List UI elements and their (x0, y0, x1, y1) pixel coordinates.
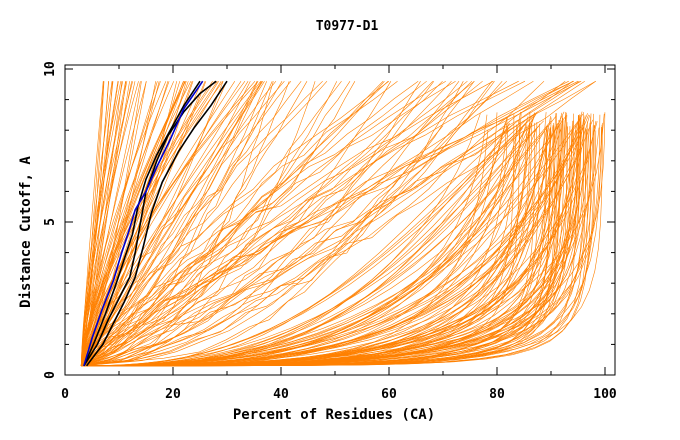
model-series-line (80, 81, 114, 366)
x-tick-label: 100 (593, 387, 617, 402)
y-tick-label: 10 (43, 61, 58, 77)
model-series-line (81, 81, 464, 367)
tick-labels: 0 20 40 60 80 100 0 5 10 (43, 61, 617, 402)
model-series-line (81, 81, 342, 367)
x-tick-label: 20 (165, 387, 181, 402)
model-series-line (81, 81, 274, 367)
model-series-line (80, 81, 302, 366)
model-series-line (81, 113, 584, 367)
model-series-line (81, 81, 356, 367)
highlighted-series-line (83, 80, 217, 367)
model-series-line (80, 81, 119, 366)
y-axis-label: Distance Cutoff, A (18, 156, 34, 308)
x-tick-label: 40 (273, 387, 289, 402)
model-series-line (80, 81, 292, 366)
model-series-line (81, 114, 534, 367)
highlighted-series-line (85, 80, 228, 367)
model-series-line (81, 81, 290, 367)
model-series-line (81, 81, 262, 367)
highlighted-series-line (83, 80, 201, 367)
model-series-line (80, 81, 186, 366)
model-series-line (80, 81, 169, 366)
model-series-line (81, 114, 581, 367)
model-series-line (81, 80, 580, 367)
model-series-line (81, 122, 535, 367)
model-series-line (81, 80, 508, 367)
model-series-line (81, 81, 495, 367)
model-series-line (81, 124, 517, 367)
x-tick-label: 60 (381, 387, 397, 402)
model-series-line (81, 112, 522, 367)
model-series-line (80, 80, 574, 367)
model-series-line (81, 116, 529, 367)
highlighted-series-group (83, 80, 228, 367)
model-series-line (80, 81, 277, 366)
model-series-line (81, 116, 591, 367)
model-series-line (80, 81, 264, 366)
plot-frame (64, 64, 616, 376)
model-series-line (80, 81, 224, 366)
chart-title: T0977-D1 (316, 19, 379, 34)
model-series-line (81, 112, 566, 367)
model-series-line (81, 81, 460, 367)
model-series-line (81, 80, 573, 367)
model-series-line (80, 81, 123, 366)
model-series-line (80, 81, 170, 366)
model-series-line (80, 81, 261, 366)
y-tick-label: 5 (43, 218, 58, 226)
model-series-line (80, 81, 104, 366)
model-series-line (80, 81, 127, 366)
model-series-line (81, 113, 557, 367)
model-series-line (80, 81, 136, 366)
x-tick-label: 0 (61, 387, 69, 402)
model-series-line (80, 81, 194, 366)
model-series-line (81, 80, 566, 367)
model-series-line (81, 80, 443, 367)
model-series-line (81, 124, 577, 367)
highlighted-series-line (83, 80, 204, 367)
x-tick-label: 80 (489, 387, 505, 402)
model-series-line (81, 81, 435, 367)
model-series-line (81, 80, 384, 367)
model-series-line (80, 81, 246, 366)
background-series-group (80, 80, 606, 367)
axis-ticks (64, 65, 615, 376)
model-series-line (81, 113, 481, 367)
model-series-line (80, 80, 579, 366)
model-series-line (80, 81, 128, 366)
model-series-line (81, 122, 568, 367)
model-series-line (81, 80, 434, 367)
y-tick-label: 0 (43, 371, 58, 379)
model-series-line (81, 81, 338, 367)
model-series-line (81, 81, 475, 367)
model-series-line (81, 128, 548, 367)
model-series-line (81, 120, 544, 367)
model-series-line (81, 80, 585, 367)
model-series-line (80, 80, 519, 366)
model-series-line (80, 80, 427, 366)
model-series-line (81, 112, 606, 367)
model-series-line (81, 81, 308, 367)
model-series-line (81, 81, 273, 367)
model-series-line (81, 81, 385, 367)
model-series-line (81, 80, 473, 367)
model-series-line (81, 80, 483, 367)
model-series-line (81, 128, 589, 367)
x-axis-label: Percent of Residues (CA) (233, 407, 435, 423)
model-series-line (81, 117, 529, 367)
